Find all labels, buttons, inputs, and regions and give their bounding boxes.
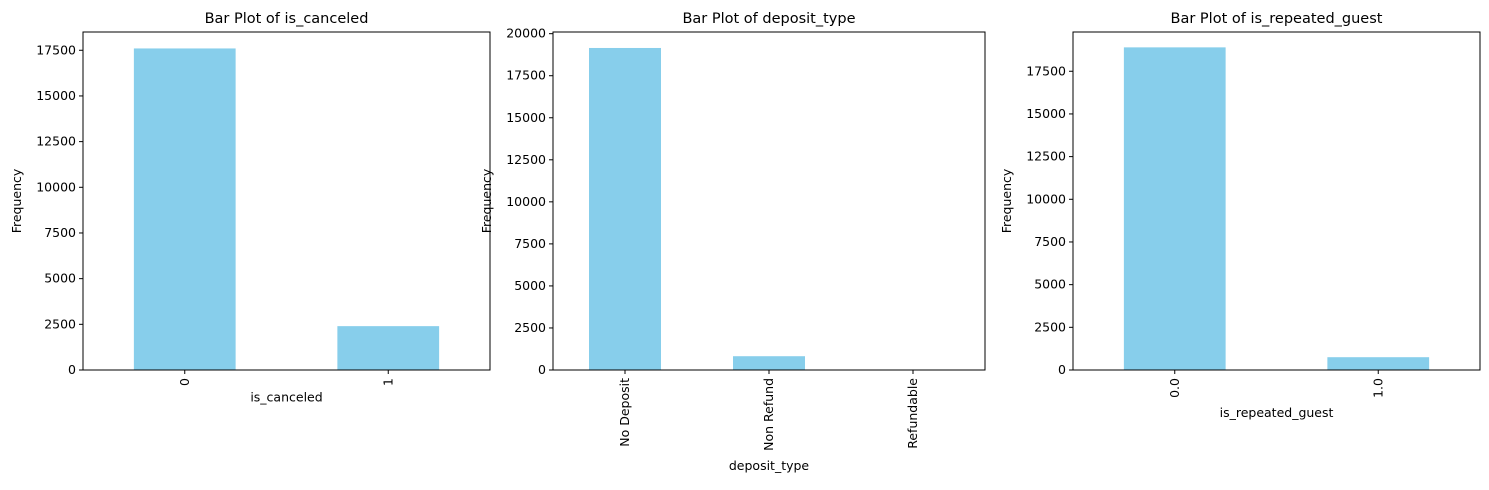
y-tick-label: 15000 xyxy=(36,88,76,103)
chart-title: Bar Plot of deposit_type xyxy=(682,11,855,27)
x-tick-label: 1.0 xyxy=(1370,378,1385,398)
chart-panel-3: 0 2500 5000 7500 10000 12500 15000 17500 0.0 1.0 B… xyxy=(999,11,1481,420)
bar-no-deposit xyxy=(589,47,661,370)
bar-0-0 xyxy=(1123,47,1226,370)
bar-1-0 xyxy=(1327,357,1430,370)
y-tick-label: 7500 xyxy=(514,236,546,251)
chart-panel-2: 0 2500 5000 7500 10000 12500 15000 17500 20000 No… xyxy=(479,11,986,473)
y-tick-label: 17500 xyxy=(36,42,76,57)
y-tick-label: 17500 xyxy=(1026,63,1066,78)
y-tick-label: 2500 xyxy=(1034,319,1066,334)
y-tick-label: 0 xyxy=(1058,362,1066,377)
x-tick-label: No Deposit xyxy=(617,378,632,447)
chart-panel-1: 0 2500 5000 7500 10000 12500 15000 17500 0 1 Bar P… xyxy=(9,11,491,405)
y-tick-label: 0 xyxy=(68,362,76,377)
y-tick-label: 0 xyxy=(538,362,546,377)
x-tick-label: 1 xyxy=(380,378,395,386)
y-tick-label: 5000 xyxy=(514,278,546,293)
x-axis-label: is_repeated_guest xyxy=(1220,405,1334,420)
y-tick-label: 7500 xyxy=(44,225,76,240)
y-tick-label: 2500 xyxy=(514,320,546,335)
y-tick-label: 5000 xyxy=(1034,277,1066,292)
y-tick-label: 17500 xyxy=(506,68,546,83)
x-tick-label: Non Refund xyxy=(761,378,776,451)
x-axis-label: is_canceled xyxy=(250,390,322,405)
bar-0 xyxy=(133,48,236,371)
y-tick-label: 12500 xyxy=(1026,149,1066,164)
x-tick-label: 0 xyxy=(177,378,192,386)
y-axis-label: Frequency xyxy=(999,168,1014,233)
chart-title: Bar Plot of is_canceled xyxy=(205,11,369,27)
y-axis-label: Frequency xyxy=(479,168,494,233)
bar-non-refund xyxy=(733,356,805,370)
y-tick-label: 10000 xyxy=(1026,191,1066,206)
y-tick-label: 15000 xyxy=(506,110,546,125)
plot-frame xyxy=(1072,31,1481,371)
y-tick-label: 2500 xyxy=(44,316,76,331)
y-tick-label: 5000 xyxy=(44,271,76,286)
x-tick-label: Refundable xyxy=(905,378,920,449)
y-tick-label: 15000 xyxy=(1026,106,1066,121)
x-axis-label: deposit_type xyxy=(729,458,810,473)
y-tick-label: 12500 xyxy=(506,152,546,167)
y-axis-label: Frequency xyxy=(9,168,24,233)
y-tick-label: 10000 xyxy=(506,194,546,209)
bar-1 xyxy=(337,326,440,370)
y-tick-label: 20000 xyxy=(506,26,546,41)
chart-title: Bar Plot of is_repeated_guest xyxy=(1171,11,1383,27)
x-tick-label: 0.0 xyxy=(1167,378,1182,398)
y-tick-label: 10000 xyxy=(36,179,76,194)
y-tick-label: 12500 xyxy=(36,134,76,149)
plot-frame xyxy=(82,31,491,371)
y-tick-label: 7500 xyxy=(1034,234,1066,249)
